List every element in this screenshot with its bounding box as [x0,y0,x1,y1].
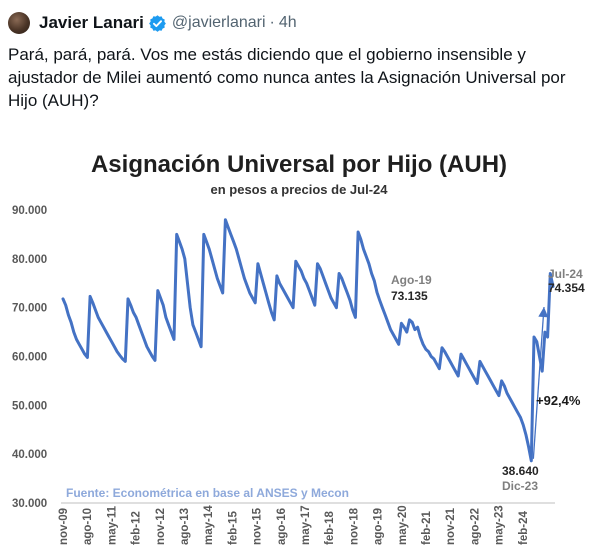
y-tick-label: 60.000 [12,352,47,364]
x-tick-label: nov-12 [155,508,167,545]
annotation-growth-pct: +92,4% [536,393,581,408]
y-tick-label: 50.000 [12,400,47,412]
x-tick-label: may-14 [203,505,215,545]
y-tick-label: 80.000 [12,254,47,266]
x-tick-label: may-20 [397,505,409,545]
x-tick-label: ago-19 [373,508,385,545]
chart-source-note: Fuente: Econométrica en base al ANSES y … [66,486,349,500]
x-tick-label: feb-18 [324,511,336,545]
x-tick-label: ago-10 [82,508,94,545]
y-tick-label: 40.000 [12,449,47,461]
annotation-jul24-value: 74.354 [548,281,585,295]
chart-image[interactable]: Asignación Universal por Hijo (AUH) en pe… [8,135,590,556]
x-tick-label: ago-13 [179,508,191,545]
y-tick-label: 30.000 [12,498,47,510]
annotation-ago19-label: Ago-19 [391,273,432,287]
x-tick-label: nov-09 [58,508,70,545]
separator-dot: · [269,14,275,31]
annotation-jul24-label: Jul-24 [548,267,583,281]
growth-arrowhead [538,307,549,318]
auh-series-line [61,218,555,463]
x-tick-label: feb-15 [227,511,239,545]
x-tick-label: may-23 [494,505,506,545]
avatar[interactable] [8,12,30,34]
author-name[interactable]: Javier Lanari [39,13,144,32]
x-tick-label: nov-21 [445,507,457,545]
x-tick-label: may-17 [300,505,312,545]
verified-badge-icon [149,14,166,32]
x-tick-label: feb-12 [131,511,143,545]
x-tick-label: feb-21 [421,511,433,545]
y-tick-label: 70.000 [12,303,47,315]
growth-arrow-line [532,306,545,459]
x-tick-label: ago-16 [276,508,288,545]
x-tick-label: feb-24 [518,511,530,545]
annotation-ago19-value: 73.135 [391,289,428,303]
x-tick-label: nov-15 [252,507,264,545]
annotation-dic23-value: 38.640 [502,464,539,478]
x-tick-label: may-11 [106,505,118,545]
x-tick-label: ago-22 [469,508,481,545]
y-tick-label: 90.000 [12,205,47,217]
tweet-text: Pará, pará, pará. Vos me estás diciendo … [8,45,566,110]
x-tick-label: nov-18 [348,507,360,545]
chart-title: Asignación Universal por Hijo (AUH) [91,151,507,178]
annotation-dic23-label: Dic-23 [502,479,538,493]
tweet-header: Javier Lanari @javierlanari · 4h [8,8,588,38]
tweet-time[interactable]: 4h [278,14,297,31]
auh-line-chart: Asignación Universal por Hijo (AUH) en pe… [12,151,585,545]
chart-subtitle: en pesos a precios de Jul-24 [210,182,388,197]
author-handle[interactable]: @javierlanari [171,14,266,31]
